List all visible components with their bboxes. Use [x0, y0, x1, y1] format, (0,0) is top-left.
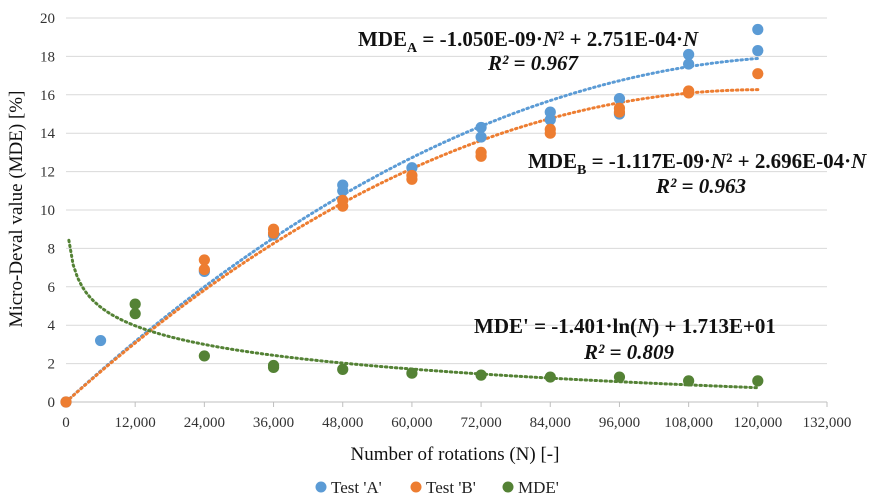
data-point-test-b — [613, 102, 626, 114]
data-point-test-a — [544, 114, 556, 126]
x-axis: 0 12,000 24,000 36,000 48,000 60,000 72,000 84,… — [62, 401, 852, 431]
data-point-test-b — [198, 254, 210, 266]
data-point-mde — [267, 359, 280, 372]
legend-item-test-b: Test 'B' — [410, 478, 476, 497]
data-point-mde — [613, 371, 626, 383]
data-point-mde — [752, 375, 764, 387]
data-point-test-a — [544, 106, 556, 118]
y-tick-label: 16 — [40, 88, 56, 104]
legend-item-mde-prime: MDE' — [502, 478, 559, 497]
data-point-mde — [337, 363, 349, 375]
data-point-mde — [129, 298, 141, 310]
data-point-test-b — [337, 194, 349, 206]
legend: Test 'A' Test 'B' MDE' — [315, 478, 559, 497]
y-tick-label: 18 — [40, 49, 55, 65]
data-point-mde — [198, 350, 210, 362]
legend-marker-test-b — [410, 481, 422, 493]
legend-label-test-b: Test 'B' — [426, 478, 476, 497]
data-point-test-a — [94, 334, 107, 347]
y-tick-label: 10 — [40, 203, 55, 219]
data-point-test-a — [752, 23, 764, 36]
x-tick-label: 120,000 — [733, 415, 782, 431]
data-point-test-a — [475, 121, 487, 134]
equation-mde-prime: MDE' = -1.401·ln(N) + 1.713E+01 — [474, 314, 776, 338]
data-point-mde — [683, 375, 695, 387]
y-tick-label: 2 — [48, 357, 56, 373]
x-tick-label: 108,000 — [664, 415, 713, 431]
x-tick-label: 36,000 — [253, 415, 294, 431]
data-point-test-a — [752, 45, 764, 57]
data-point-test-a — [406, 162, 418, 174]
y-axis: 0 2 4 6 8 10 12 14 16 18 20 — [40, 11, 56, 411]
data-point-mde — [475, 369, 487, 381]
gridlines — [66, 17, 827, 403]
legend-label-test-a: Test 'A' — [331, 478, 382, 497]
data-point-test-b — [475, 146, 487, 158]
x-tick-label: 24,000 — [184, 415, 225, 431]
data-point-test-b — [267, 223, 280, 235]
data-point-test-a — [613, 93, 626, 105]
x-tick-label: 60,000 — [391, 415, 432, 431]
x-tick-label: 132,000 — [803, 415, 852, 431]
equation-b: MDEB = -1.117E-09·N² + 2.696E-04·N — [528, 149, 867, 178]
x-tick-label: 0 — [62, 415, 70, 431]
data-point-test-b — [683, 85, 695, 97]
data-points — [60, 23, 764, 408]
x-tick-label: 96,000 — [599, 415, 640, 431]
data-point-test-a — [683, 48, 695, 61]
y-tick-label: 8 — [48, 241, 56, 257]
r-squared-b: R² = 0.963 — [655, 174, 746, 198]
x-axis-title: Number of rotations (N) [-] — [351, 444, 560, 465]
data-point-test-b — [198, 263, 210, 276]
data-point-test-b — [60, 396, 72, 408]
x-tick-label: 48,000 — [322, 415, 363, 431]
data-point-test-b — [752, 68, 764, 80]
legend-marker-test-a — [315, 481, 327, 493]
x-tick-label: 84,000 — [530, 415, 571, 431]
data-point-test-b — [406, 169, 418, 182]
data-point-mde — [406, 367, 418, 379]
data-point-test-a — [683, 58, 695, 70]
data-point-test-a — [337, 179, 349, 191]
legend-marker-mde-prime — [502, 481, 514, 493]
x-tick-label: 72,000 — [460, 415, 501, 431]
trendline-mde — [67, 238, 760, 390]
data-point-test-a — [475, 131, 487, 143]
y-tick-label: 14 — [40, 126, 56, 142]
x-tick-label: 12,000 — [115, 415, 156, 431]
r-squared-mde-prime: R² = 0.809 — [583, 340, 675, 364]
y-tick-label: 20 — [40, 11, 55, 27]
y-tick-label: 12 — [40, 165, 55, 181]
data-point-mde — [129, 308, 141, 320]
data-point-test-b — [544, 123, 556, 135]
r-squared-a: R² = 0.967 — [487, 51, 580, 75]
y-axis-title: Micro-Deval value (MDE) [%] — [6, 91, 27, 328]
trendline-test-a — [64, 56, 760, 404]
legend-label-mde-prime: MDE' — [518, 478, 559, 497]
equation-a: MDEA = -1.050E-09·N² + 2.751E-04·N — [358, 27, 699, 56]
y-tick-label: 4 — [48, 318, 56, 334]
data-point-mde — [544, 371, 556, 383]
legend-item-test-a: Test 'A' — [315, 478, 382, 497]
y-tick-label: 0 — [48, 395, 56, 411]
y-tick-label: 6 — [48, 280, 56, 296]
